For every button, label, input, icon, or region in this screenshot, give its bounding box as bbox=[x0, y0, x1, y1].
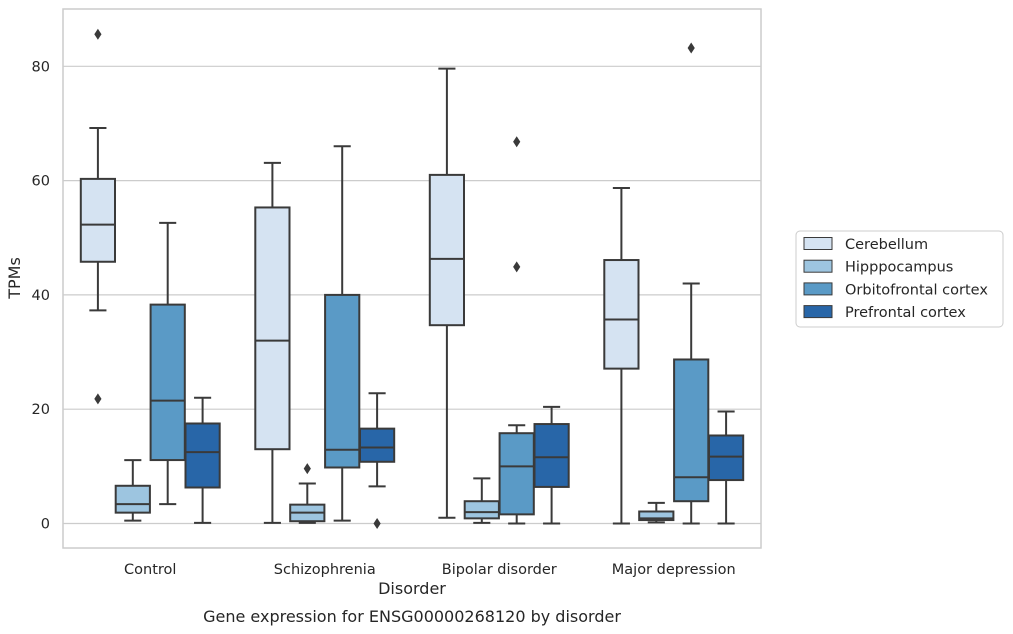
box-iqr bbox=[463, 500, 500, 520]
boxes bbox=[79, 28, 745, 529]
box bbox=[533, 405, 570, 525]
x-tick-label: Control bbox=[124, 562, 176, 578]
outlier-point bbox=[687, 42, 695, 54]
legend-label: Cerebellum bbox=[845, 237, 928, 253]
legend-label: Prefrontal cortex bbox=[845, 305, 966, 321]
legend-item: Hipppocampus bbox=[803, 259, 953, 276]
legend-swatch bbox=[803, 305, 833, 319]
legend-frame bbox=[795, 230, 1004, 328]
x-tick-label: Major depression bbox=[612, 562, 736, 578]
y-tick-label: 20 bbox=[32, 402, 50, 418]
y-tick-label: 40 bbox=[32, 288, 50, 304]
box-iqr bbox=[79, 177, 117, 263]
outlier-point bbox=[94, 28, 102, 40]
box bbox=[254, 161, 291, 524]
y-tick-label: 60 bbox=[32, 174, 50, 190]
legend: Cerebellum Hipppocampus Orbitofrontal cort… bbox=[795, 230, 1004, 328]
x-tick-labels: Control Schizophrenia Bipolar disorder Majo… bbox=[124, 562, 736, 578]
legend-label: Orbitofrontal cortex bbox=[845, 282, 988, 298]
box bbox=[603, 187, 640, 525]
y-axis-label: TPMs bbox=[5, 257, 24, 300]
box-iqr bbox=[638, 510, 675, 522]
outlier-point bbox=[373, 518, 381, 529]
box-iqr bbox=[498, 432, 535, 516]
box-iqr bbox=[673, 358, 710, 503]
box bbox=[79, 28, 117, 405]
legend-item: Prefrontal cortex bbox=[803, 305, 966, 321]
y-tick-label: 0 bbox=[41, 517, 50, 533]
box-iqr bbox=[533, 423, 570, 488]
outlier-point bbox=[513, 136, 521, 148]
outlier-point bbox=[303, 463, 311, 475]
legend-item: Cerebellum bbox=[803, 237, 928, 253]
box-iqr bbox=[707, 434, 745, 482]
box bbox=[707, 410, 745, 525]
box bbox=[114, 459, 151, 522]
box-iqr bbox=[358, 427, 396, 463]
box bbox=[324, 145, 361, 522]
box-iqr bbox=[324, 293, 361, 469]
box-iqr bbox=[114, 484, 151, 514]
x-axis-label: Disorder bbox=[378, 579, 446, 598]
y-tick-label: 80 bbox=[32, 59, 50, 75]
y-tick-labels: 0 20 40 60 80 bbox=[32, 59, 50, 532]
box bbox=[184, 396, 221, 524]
chart-caption: Gene expression for ENSG00000268120 by d… bbox=[203, 607, 621, 626]
legend-label: Hipppocampus bbox=[845, 260, 953, 276]
legend-item: Orbitofrontal cortex bbox=[803, 282, 988, 298]
legend-swatch bbox=[803, 282, 833, 296]
box bbox=[673, 42, 710, 525]
box bbox=[358, 392, 396, 529]
box-iqr bbox=[149, 303, 186, 462]
box-iqr bbox=[603, 259, 640, 370]
box bbox=[463, 477, 500, 524]
x-tick-label: Bipolar disorder bbox=[442, 562, 557, 578]
outlier-point bbox=[94, 393, 102, 405]
x-tick-label: Schizophrenia bbox=[274, 562, 376, 578]
plot-frame bbox=[62, 8, 762, 549]
box bbox=[428, 67, 466, 519]
box bbox=[149, 221, 186, 506]
legend-items: Cerebellum Hipppocampus Orbitofrontal cort… bbox=[803, 237, 988, 321]
box-iqr bbox=[254, 206, 291, 451]
box-iqr bbox=[184, 422, 221, 489]
box bbox=[289, 463, 326, 524]
legend-swatch bbox=[803, 237, 833, 250]
box-iqr bbox=[428, 173, 466, 327]
box bbox=[638, 501, 675, 524]
outlier-point bbox=[513, 261, 521, 273]
legend-swatch bbox=[803, 259, 833, 273]
